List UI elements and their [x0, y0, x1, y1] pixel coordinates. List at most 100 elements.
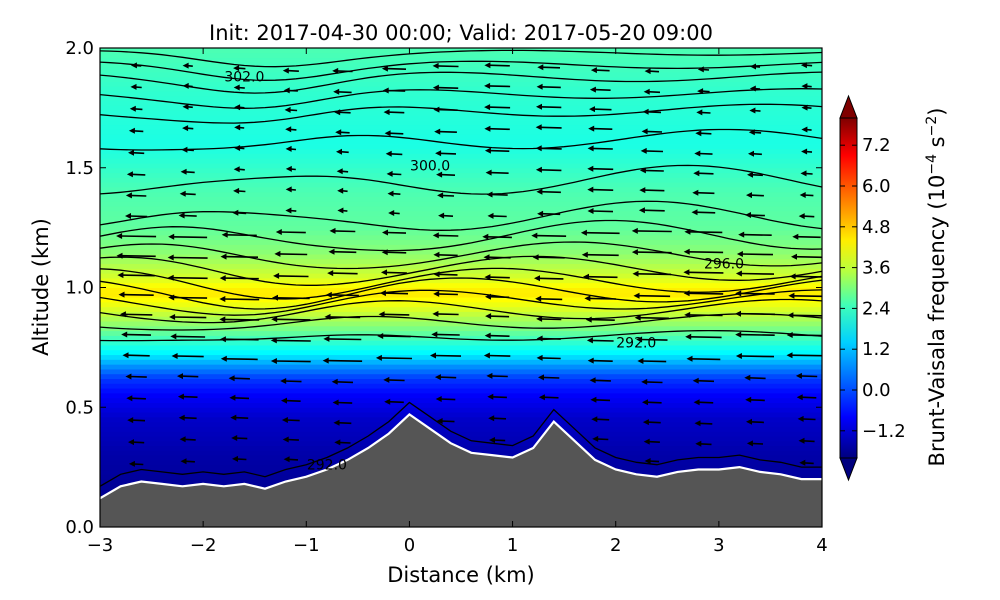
wind-vector: [692, 377, 715, 384]
wind-vectors: [116, 62, 822, 467]
colorbar: −1.2 0.0 1.2 2.4 3.6 4.8 6.0 7.2 Brunt-Vaisala …: [839, 94, 949, 482]
wind-vector: [231, 435, 248, 441]
wind-vector: [282, 436, 299, 443]
wind-vector: [275, 229, 306, 235]
wind-vector: [282, 67, 299, 74]
field-band: [100, 162, 822, 169]
theta-contour: [100, 401, 822, 487]
wind-vector: [182, 82, 193, 89]
wind-vector: [637, 358, 667, 364]
field-band: [100, 382, 822, 389]
wind-vector: [381, 249, 407, 256]
wind-vector: [589, 377, 611, 384]
field-band: [100, 143, 822, 150]
wind-vector: [219, 316, 260, 323]
y-axis: 0.0 0.5 1.0 1.5 2.0: [65, 38, 822, 538]
y-tick-label: 1.5: [65, 158, 94, 179]
wind-vector: [749, 107, 761, 114]
wind-vector: [271, 316, 311, 323]
wind-vector: [127, 417, 146, 424]
field-band: [100, 104, 822, 111]
wind-vector: [746, 192, 764, 199]
field-band: [100, 205, 822, 212]
field-band: [100, 133, 822, 140]
wind-vector: [483, 254, 511, 261]
wind-vector: [485, 169, 509, 176]
wind-vector: [634, 314, 669, 321]
wind-vector: [125, 213, 148, 219]
theta-contour: [100, 49, 822, 68]
wind-vector: [583, 273, 618, 280]
x-tick-label: 4: [816, 535, 827, 556]
field-band: [100, 425, 822, 432]
wind-vector: [128, 149, 145, 156]
wind-vector: [126, 171, 146, 178]
wind-vector: [482, 233, 512, 240]
wind-vector: [431, 331, 460, 338]
theta-contour: [100, 103, 822, 124]
wind-vector: [337, 187, 348, 194]
wind-vector: [382, 229, 407, 236]
field-band: [100, 85, 822, 92]
theta-contour: [100, 298, 822, 324]
wind-vector: [641, 128, 663, 135]
field-band: [100, 344, 822, 351]
field-band: [100, 258, 822, 265]
contour-label: 296.0: [704, 257, 744, 273]
field-band: [100, 195, 822, 202]
wind-vector: [170, 333, 206, 340]
wind-vector: [432, 84, 459, 91]
wind-vector: [388, 210, 400, 216]
field-band: [100, 401, 822, 408]
wind-vector: [329, 227, 356, 234]
wind-vector: [485, 293, 510, 300]
wind-vector: [745, 396, 765, 403]
wind-vector: [798, 213, 815, 220]
field-band: [100, 421, 822, 427]
wind-vector: [283, 456, 299, 463]
wind-vector: [735, 331, 775, 338]
field-band: [100, 200, 822, 207]
wind-vector: [587, 145, 613, 152]
wind-vector: [228, 375, 250, 382]
wind-vector: [639, 167, 664, 174]
wind-vector: [435, 396, 456, 402]
wind-vector: [130, 62, 142, 69]
field-band: [100, 128, 822, 135]
wind-vector: [178, 212, 197, 219]
wind-vector: [631, 227, 672, 234]
colorbar-ticks: −1.2 0.0 1.2 2.4 3.6 4.8 6.0 7.2: [840, 135, 906, 442]
theta-contour: [100, 289, 822, 316]
field-band: [100, 138, 822, 145]
wind-vector: [683, 248, 724, 255]
wind-vector: [536, 315, 562, 322]
wind-vector: [171, 353, 204, 359]
wind-vector: [632, 270, 672, 277]
wind-vector: [686, 355, 721, 362]
wind-vector: [631, 249, 672, 256]
wind-vector: [695, 130, 712, 137]
wind-vector: [786, 332, 822, 338]
wind-vector: [324, 313, 361, 320]
wind-vector: [128, 460, 144, 467]
wind-vector: [382, 87, 406, 94]
wind-vector: [234, 104, 245, 111]
x-axis-label: Distance (km): [387, 563, 535, 587]
wind-vector: [285, 145, 297, 152]
wind-vector: [589, 106, 612, 113]
theta-contour: [100, 128, 822, 151]
wind-vector: [642, 419, 661, 426]
wind-vector: [285, 126, 297, 133]
x-tick-label: −3: [87, 535, 114, 556]
wind-vector: [128, 439, 145, 446]
colorbar-tick-label: 3.6: [862, 258, 891, 279]
wind-vector: [230, 414, 249, 421]
contour-label: 302.0: [224, 70, 264, 86]
wind-vector: [795, 372, 818, 379]
wind-vector: [232, 455, 247, 462]
wind-vector: [590, 67, 610, 74]
wind-vector: [640, 147, 664, 154]
wind-vector: [233, 84, 245, 91]
field-band: [100, 210, 822, 217]
wind-vector: [487, 393, 507, 400]
